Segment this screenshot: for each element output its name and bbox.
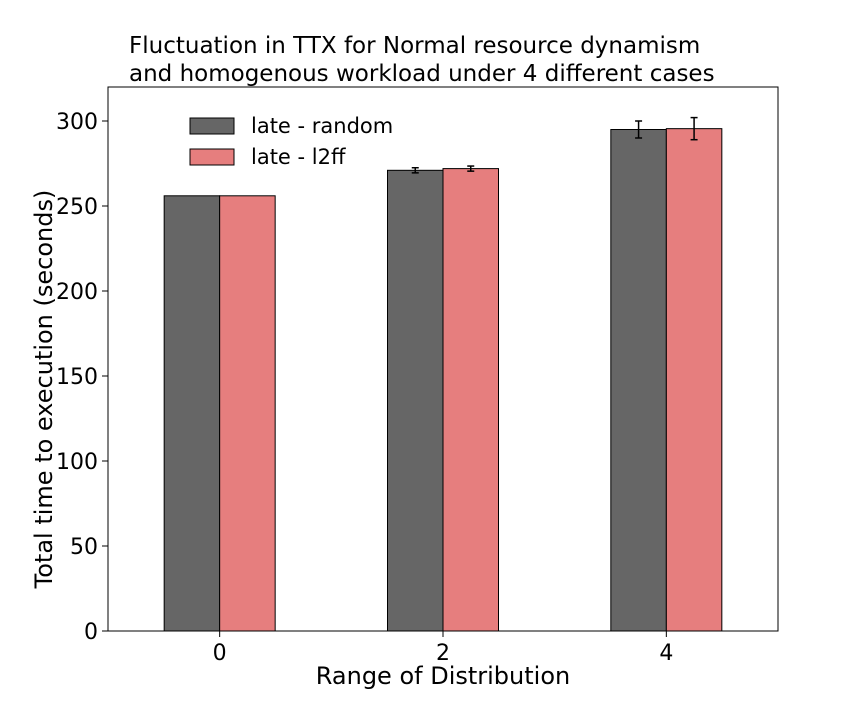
bar-late-random-2 [387, 169, 444, 632]
legend-label: late - l2ff [251, 145, 346, 169]
error-bars-group [411, 116, 698, 174]
bar-late-l2ff-2 [442, 168, 499, 632]
bar-late-l2ff-0 [219, 195, 276, 632]
legend-swatch [189, 117, 235, 135]
y-tick-label: 150 [56, 365, 98, 390]
chart-title-line-1: Fluctuation in TTX for Normal resource d… [129, 33, 701, 59]
x-tick-label: 4 [659, 641, 673, 666]
y-tick-label: 250 [56, 195, 98, 220]
legend: late - random late - l2ff [189, 114, 393, 169]
y-axis: 0 50 100 150 200 250 300 [56, 110, 108, 645]
y-tick-label: 0 [84, 620, 98, 645]
x-axis: 0 2 4 [213, 631, 673, 666]
x-tick-label: 2 [436, 641, 450, 666]
y-tick-label: 300 [56, 110, 98, 135]
bar-late-random-4 [610, 129, 667, 632]
y-tick-label: 100 [56, 450, 98, 475]
x-tick-label: 0 [213, 641, 227, 666]
x-axis-label: Range of Distribution [316, 662, 570, 690]
bars-group [163, 128, 723, 632]
legend-swatch [189, 148, 235, 166]
bar-late-l2ff-4 [665, 128, 723, 632]
y-tick-label: 200 [56, 280, 98, 305]
bar-late-random-0 [163, 195, 221, 632]
y-tick-label: 50 [70, 535, 98, 560]
chart-title-line-2: and homogenous workload under 4 differen… [129, 61, 715, 87]
y-axis-label: Total time to execution (seconds) [30, 190, 58, 590]
legend-label: late - random [251, 114, 393, 138]
